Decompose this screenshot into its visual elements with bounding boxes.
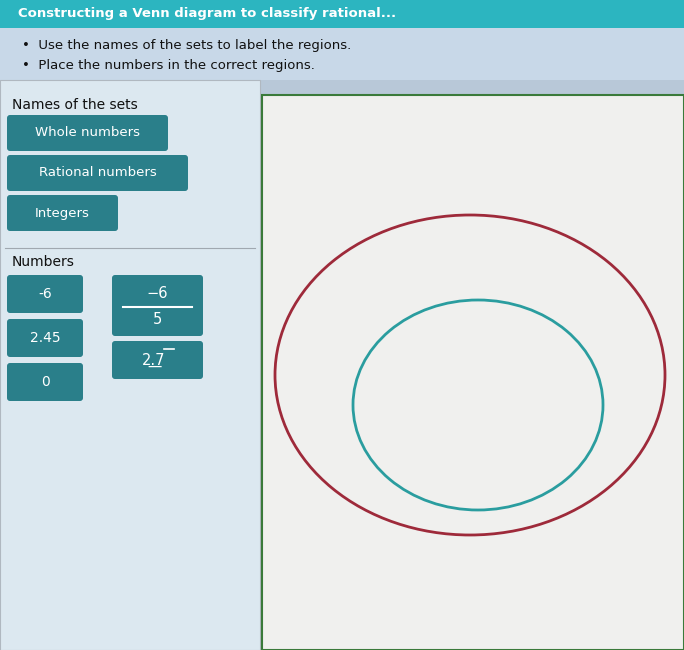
Text: 5: 5 <box>153 312 162 328</box>
FancyBboxPatch shape <box>7 319 83 357</box>
Text: 2.45: 2.45 <box>29 331 60 345</box>
FancyBboxPatch shape <box>0 28 684 80</box>
FancyBboxPatch shape <box>0 0 684 28</box>
Text: −6: −6 <box>147 286 168 301</box>
Text: 2.͟7: 2.͟7 <box>142 352 166 367</box>
FancyBboxPatch shape <box>112 275 203 336</box>
FancyBboxPatch shape <box>7 195 118 231</box>
FancyBboxPatch shape <box>112 341 203 379</box>
Text: Integers: Integers <box>35 207 90 220</box>
FancyBboxPatch shape <box>7 363 83 401</box>
FancyBboxPatch shape <box>262 95 684 650</box>
Text: •  Use the names of the sets to label the regions.: • Use the names of the sets to label the… <box>22 40 352 53</box>
Text: Whole numbers: Whole numbers <box>35 127 140 140</box>
Text: 0: 0 <box>40 375 49 389</box>
Text: Names of the sets: Names of the sets <box>12 98 137 112</box>
Text: •  Place the numbers in the correct regions.: • Place the numbers in the correct regio… <box>22 58 315 72</box>
Text: -6: -6 <box>38 287 52 301</box>
Text: Numbers: Numbers <box>12 255 75 269</box>
FancyBboxPatch shape <box>7 275 83 313</box>
Text: Rational numbers: Rational numbers <box>38 166 157 179</box>
FancyBboxPatch shape <box>7 115 168 151</box>
FancyBboxPatch shape <box>0 80 260 650</box>
Text: Constructing a Venn diagram to classify rational...: Constructing a Venn diagram to classify … <box>18 8 396 21</box>
FancyBboxPatch shape <box>7 155 188 191</box>
